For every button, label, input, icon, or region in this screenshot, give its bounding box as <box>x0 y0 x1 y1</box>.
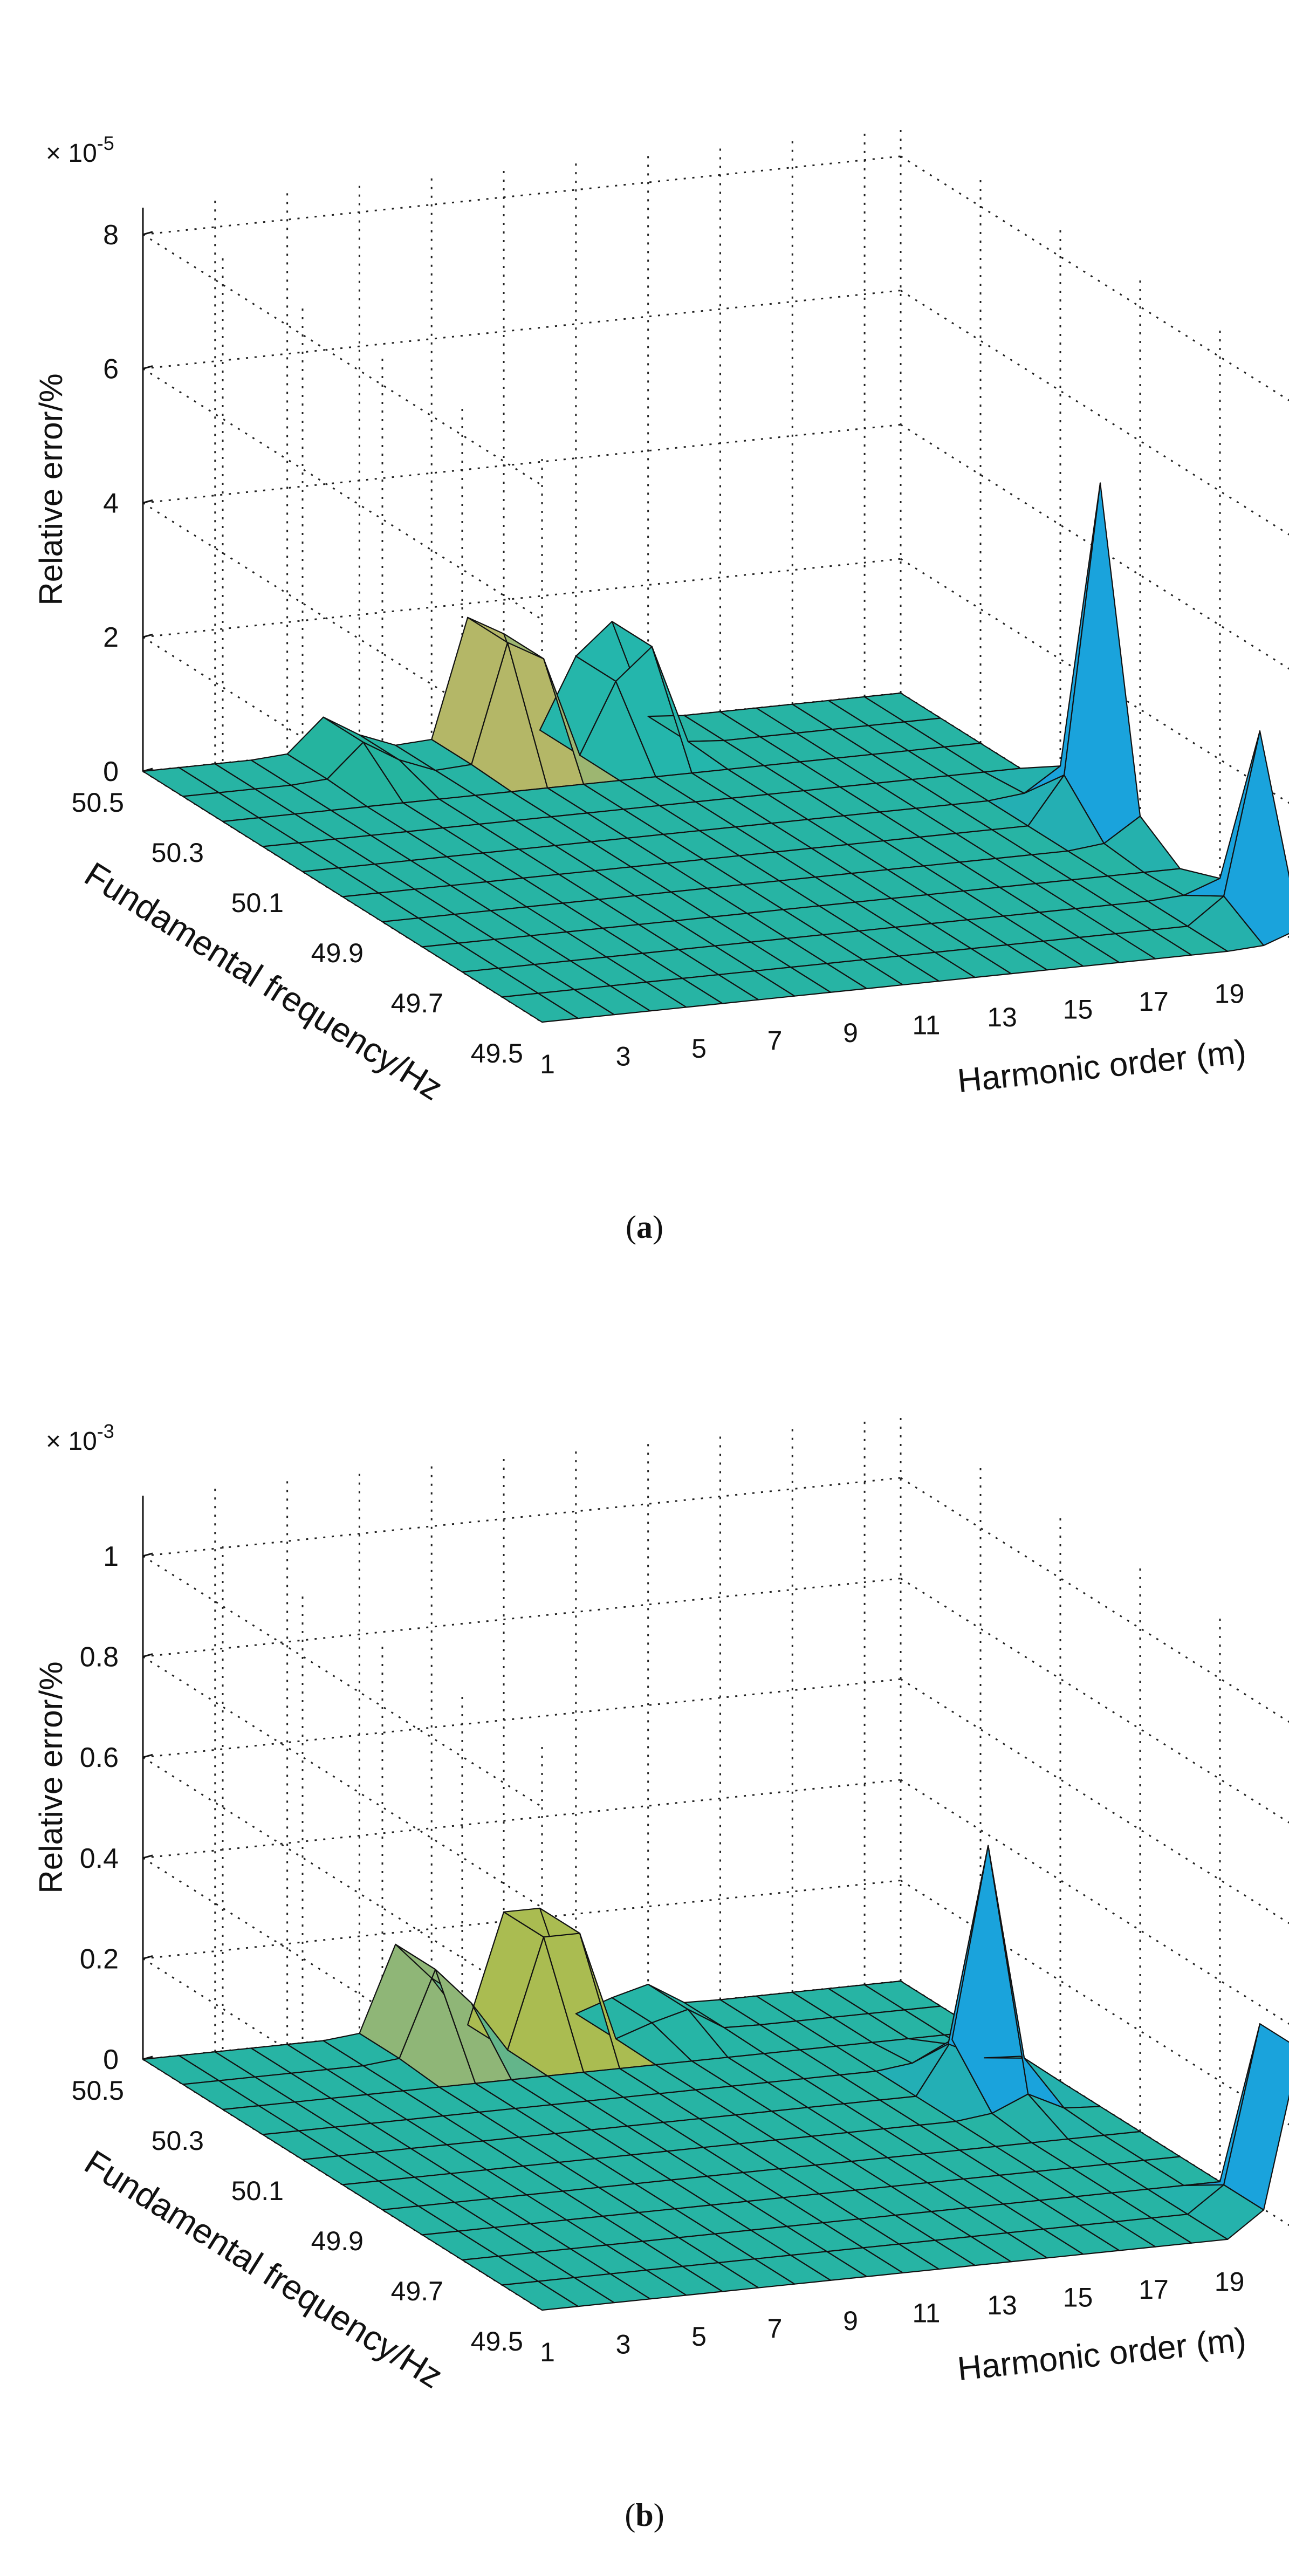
y-tick-label: 49.5 <box>471 1038 523 1068</box>
x-tick-label: 11 <box>913 1010 941 1040</box>
z-tick <box>142 1552 153 1557</box>
y-tick-label: 49.9 <box>311 938 364 968</box>
x-tick-label: 11 <box>913 2298 941 2328</box>
x-tick-label: 15 <box>1063 2283 1093 2313</box>
x-tick-label: 17 <box>1139 2274 1169 2305</box>
y-tick-label: 50.5 <box>72 2075 124 2106</box>
z-tick <box>142 499 153 504</box>
z-tick-label: 8 <box>103 220 119 251</box>
x-tick-label: 17 <box>1139 986 1169 1017</box>
z-tick-label: 2 <box>103 622 119 653</box>
z-multiplier-exponent: -5 <box>97 132 114 154</box>
z-multiplier-exponent: -3 <box>97 1420 114 1442</box>
x-tick-label: 15 <box>1063 995 1093 1025</box>
z-tick <box>142 231 153 236</box>
y-tick-label: 49.7 <box>391 2276 443 2306</box>
x-tick-label: 5 <box>691 2321 707 2352</box>
x-tick-label: 1 <box>540 1049 555 1079</box>
x-tick-label: 9 <box>843 2306 858 2336</box>
y-tick-label: 50.1 <box>231 888 284 918</box>
z-tick-label: 1 <box>103 1541 119 1572</box>
y-tick-label: 50.1 <box>231 2176 284 2206</box>
x-tick-label: 1 <box>540 2337 555 2367</box>
y-tick-label: 49.5 <box>471 2326 523 2356</box>
z-axis-label: Relative error/% <box>33 1661 69 1893</box>
chart-panel-a: 0 2 4 6 8 × 10-5 Relative error/% 49.5 49.7 49.9 5… <box>33 129 1289 1245</box>
z-multiplier: × 10-3 <box>46 1420 114 1456</box>
x-tick-label: 3 <box>616 2330 631 2360</box>
z-tick-label: 6 <box>103 354 119 385</box>
surface-plot-a: 0 2 4 6 8 × 10-5 Relative error/% 49.5 49.7 49.9 5… <box>33 129 1289 1245</box>
y-tick-label: 50.3 <box>152 2126 204 2156</box>
x-tick-label: 9 <box>843 1018 858 1048</box>
y-tick-label: 50.5 <box>72 787 124 818</box>
z-tick <box>142 1955 153 1960</box>
z-tick <box>142 365 153 370</box>
surface-mesh <box>142 482 1289 1023</box>
x-axis-label: Harmonic order (m) <box>956 2321 1248 2388</box>
x-tick-label: 3 <box>616 1042 631 1072</box>
z-tick-label: 4 <box>103 488 119 519</box>
z-tick <box>142 2056 153 2060</box>
surface-mesh <box>142 1845 1289 2311</box>
z-tick-label: 0 <box>103 756 119 787</box>
y-tick-label: 49.7 <box>391 988 443 1018</box>
x-tick-label: 7 <box>767 1026 783 1056</box>
z-tick-label: 0 <box>103 2044 119 2075</box>
z-tick-label: 0.8 <box>80 1642 119 1673</box>
z-tick-label: 0.4 <box>80 1843 119 1874</box>
x-tick-label: 13 <box>987 1002 1017 1032</box>
z-tick <box>142 1653 153 1658</box>
z-tick <box>142 768 153 772</box>
z-tick-label: 0.2 <box>80 1943 119 1975</box>
z-tick <box>142 633 153 638</box>
grid-lines <box>142 129 1289 1023</box>
y-tick-label: 50.3 <box>152 838 204 868</box>
panel-caption: (b) <box>625 2497 664 2533</box>
panel-caption: (a) <box>626 1209 663 1245</box>
z-multiplier: × 10-5 <box>46 132 114 168</box>
chart-panel-b: 0 0.2 0.4 0.6 0.8 1 × 10-3 Relative error/% 49.5… <box>0 1288 1289 2576</box>
z-axis-label: Relative error/% <box>33 373 69 605</box>
x-tick-label: 13 <box>987 2290 1017 2320</box>
surface-patch <box>1223 730 1289 947</box>
x-axis-label: Harmonic order (m) <box>956 1033 1248 1100</box>
surface-plot-b: 0 0.2 0.4 0.6 0.8 1 × 10-3 Relative error/% 49.5… <box>33 1417 1289 2533</box>
x-tick-label: 19 <box>1215 979 1245 1009</box>
surface-patch <box>1223 2023 1289 2211</box>
z-tick-label: 0.6 <box>80 1742 119 1773</box>
y-tick-label: 49.9 <box>311 2226 364 2256</box>
z-tick <box>142 1854 153 1859</box>
z-tick <box>142 1753 153 1758</box>
x-tick-label: 7 <box>767 2314 783 2344</box>
x-tick-label: 5 <box>691 1033 707 1064</box>
x-tick-label: 19 <box>1215 2267 1245 2297</box>
